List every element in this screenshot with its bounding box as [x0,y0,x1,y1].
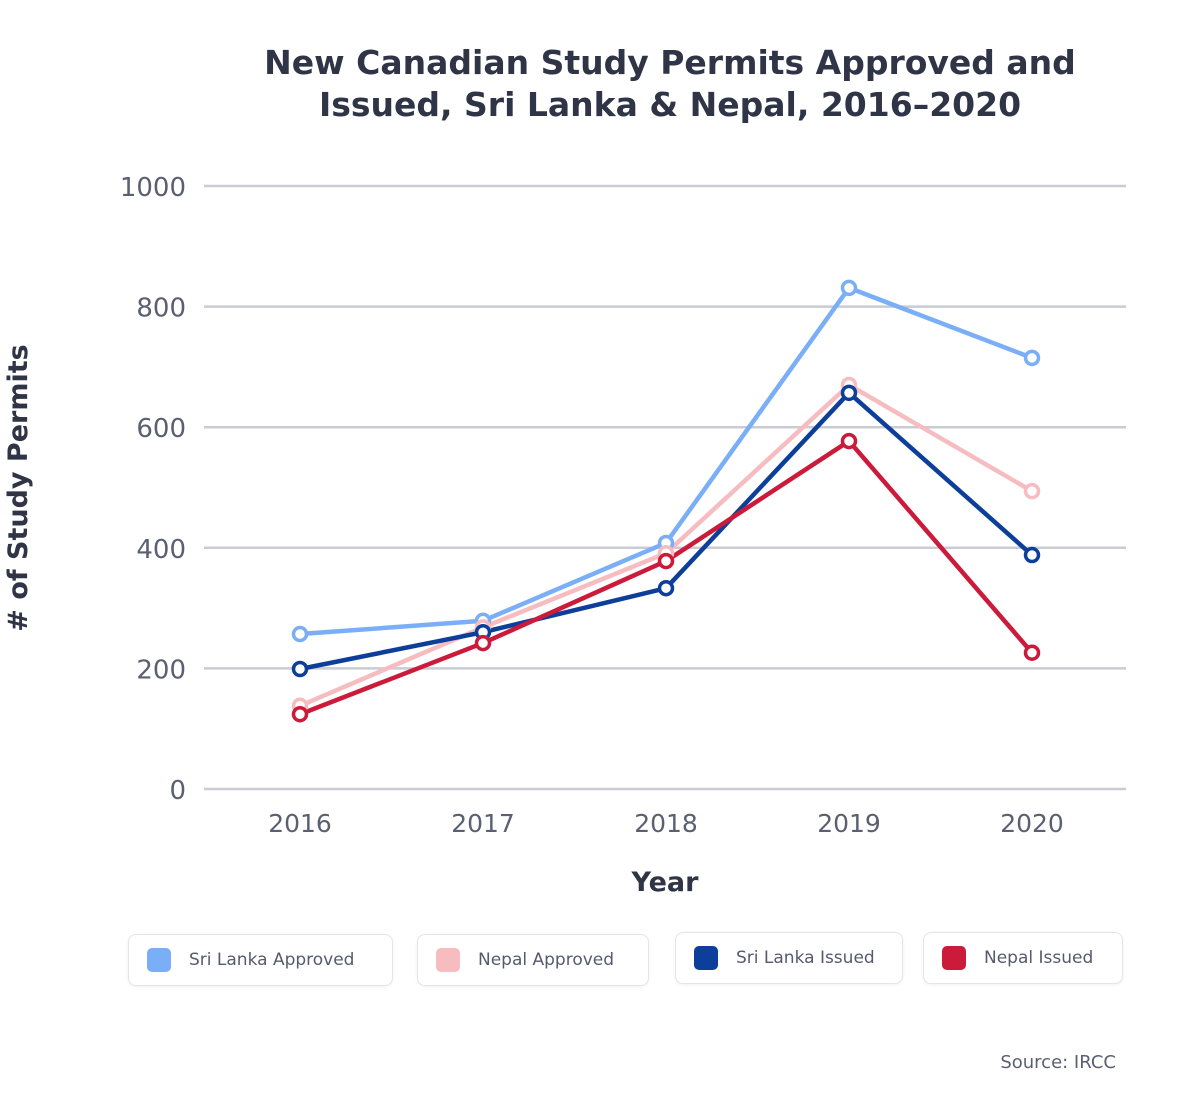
data-point-sri-lanka-approved [291,625,309,643]
y-tick-label: 800 [136,294,186,324]
series-line-nepal-issued [299,438,1034,717]
source-note: Source: IRCC [1000,1052,1116,1073]
legend-label: Sri Lanka Approved [189,950,355,970]
x-axis-label: Year [631,867,700,898]
data-point-sri-lanka-issued [840,384,858,402]
legend-label: Sri Lanka Issued [736,948,875,968]
x-tick-label: 2019 [817,809,881,838]
x-tick-label: 2016 [268,809,332,838]
legend-item-nepal-issued[interactable]: Nepal Issued [923,932,1123,984]
data-point-sri-lanka-approved [840,279,858,297]
data-point-nepal-approved [1023,482,1041,500]
data-point-nepal-issued [1023,644,1041,661]
y-tick-label: 1000 [120,173,186,203]
data-point-nepal-issued [291,705,309,723]
y-tick-label: 400 [136,535,186,565]
legend-swatch [436,948,460,972]
x-tick-label: 2018 [634,809,698,838]
chart-title-line-1: New Canadian Study Permits Approved and [264,43,1076,82]
legend-label: Nepal Approved [478,950,615,970]
data-point-nepal-issued [474,634,492,652]
y-tick-label: 200 [136,655,186,685]
y-axis-label: # of Study Permits [3,344,34,631]
legend-swatch [942,946,966,970]
legend-item-sri-lanka-issued[interactable]: Sri Lanka Issued [675,932,903,984]
y-tick-label: 600 [136,414,186,444]
chart-title: New Canadian Study Permits Approved and … [200,42,1140,126]
data-point-sri-lanka-issued [291,660,309,678]
legend-swatch [694,946,718,970]
data-point-sri-lanka-issued [657,579,675,597]
y-tick-label: 0 [169,776,186,806]
data-point-sri-lanka-approved [1023,349,1041,367]
data-point-sri-lanka-issued [1023,546,1041,564]
x-tick-label: 2017 [451,809,515,838]
chart-title-line-2: Issued, Sri Lanka & Nepal, 2016–2020 [318,85,1022,124]
x-tick-label: 2020 [1000,809,1064,838]
legend-item-sri-lanka-approved[interactable]: Sri Lanka Approved [128,934,393,986]
line-chart: 0 200 400 600 800 1000 2016 2017 2018 2019 2020 Yea… [3,173,1126,898]
data-point-nepal-issued [840,432,858,450]
legend-item-nepal-approved[interactable]: Nepal Approved [417,934,649,986]
legend-swatch [147,948,171,972]
legend-label: Nepal Issued [984,948,1094,968]
data-point-nepal-issued [657,552,675,570]
